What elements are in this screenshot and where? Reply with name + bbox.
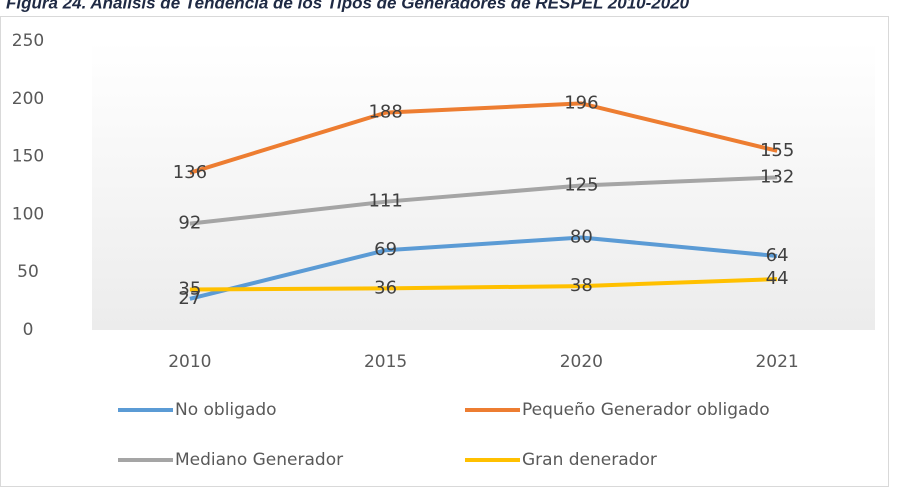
series-line — [189, 277, 778, 292]
legend-label: Pequeño Generador obligado — [522, 400, 770, 420]
data-label: 69 — [374, 239, 397, 260]
y-tick-label: 200 — [12, 89, 44, 109]
data-label: 196 — [564, 92, 598, 113]
legend-label: No obligado — [175, 400, 277, 420]
y-tick-label: 50 — [17, 262, 39, 282]
series-line — [189, 235, 778, 301]
data-label: 188 — [368, 102, 402, 123]
data-label: 125 — [564, 175, 598, 196]
y-tick-label: 150 — [12, 147, 44, 167]
y-tick-label: 100 — [12, 204, 44, 224]
data-label: 64 — [766, 245, 789, 266]
data-label: 38 — [570, 275, 593, 296]
series-line — [189, 101, 778, 175]
data-label: 44 — [766, 268, 789, 289]
data-label: 92 — [178, 213, 201, 234]
legend-label: Gran denerador — [522, 450, 657, 470]
series-line — [189, 175, 778, 226]
x-tick-label: 2010 — [168, 352, 211, 372]
y-tick-label: 250 — [12, 31, 44, 51]
data-label: 27 — [178, 288, 201, 309]
data-label: 111 — [368, 191, 402, 212]
x-tick-label: 2015 — [364, 352, 407, 372]
legend-label: Mediano Generador — [175, 450, 343, 470]
data-label: 80 — [570, 227, 593, 248]
y-tick-label: 0 — [23, 320, 34, 340]
data-label: 136 — [173, 162, 207, 183]
data-label: 36 — [374, 277, 397, 298]
chart-title: Figura 24. Análisis de Tendencia de los … — [6, 0, 690, 12]
data-label: 132 — [760, 166, 794, 187]
x-tick-label: 2020 — [560, 352, 603, 372]
data-label: 35 — [178, 279, 201, 300]
data-label: 155 — [760, 140, 794, 161]
x-tick-label: 2021 — [755, 352, 798, 372]
